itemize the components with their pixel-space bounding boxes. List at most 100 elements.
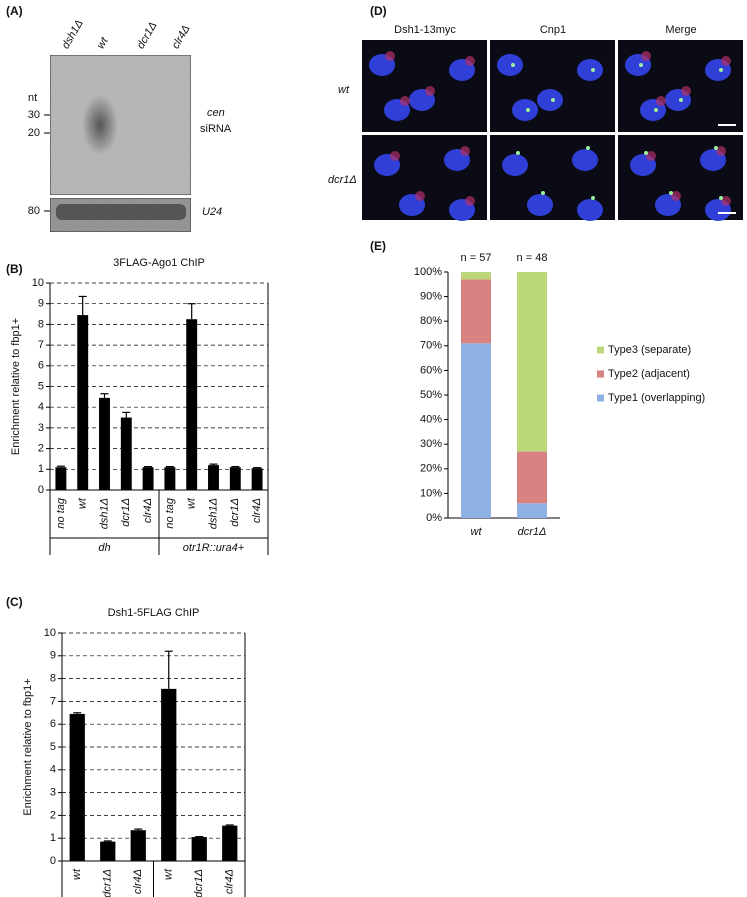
chart-title: Dsh1-5FLAG ChIP	[108, 607, 200, 619]
bar	[164, 467, 176, 490]
y-tick-label: 80%	[420, 315, 442, 327]
y-tick-label: 2	[50, 809, 56, 821]
x-tick-label: wt	[186, 497, 198, 509]
panel-label: (C)	[6, 595, 23, 609]
signal	[541, 191, 545, 195]
signal	[719, 68, 723, 72]
bar	[222, 825, 238, 861]
y-tick-label: 100%	[414, 266, 442, 278]
y-tick-label: 4	[50, 764, 56, 776]
y-tick-label: 8	[50, 673, 56, 685]
y-tick-label: 9	[50, 650, 56, 662]
x-tick-label: wt	[77, 497, 89, 509]
row-label: wt	[338, 84, 350, 96]
x-tick-label: dcr1Δ	[120, 498, 132, 527]
y-tick-label: 20%	[420, 463, 442, 475]
y-tick-label: 50%	[420, 389, 442, 401]
annotation: n = 48	[517, 252, 548, 264]
signal	[400, 96, 410, 106]
x-tick-label: wt	[71, 868, 83, 880]
panel-label: (B)	[6, 262, 23, 276]
panel-label: (D)	[370, 4, 387, 18]
signal	[721, 56, 731, 66]
y-tick-label: 60%	[420, 364, 442, 376]
bar	[229, 467, 241, 490]
signal	[460, 146, 470, 156]
group-label: otr1R::ura4+	[183, 542, 245, 554]
scale-bar	[718, 124, 736, 126]
bar	[120, 417, 132, 490]
y-tick-label: 30%	[420, 438, 442, 450]
bar	[161, 688, 177, 861]
signal	[671, 191, 681, 201]
nucleus	[497, 54, 523, 76]
signal	[669, 191, 673, 195]
y-tick-label: 0%	[426, 512, 442, 524]
signal	[716, 146, 726, 156]
y-tick-label: 8	[38, 318, 44, 330]
column-label: Dsh1-13myc	[394, 24, 456, 36]
signal	[591, 68, 595, 72]
signal	[646, 151, 656, 161]
x-tick-label: dcr1Δ	[518, 526, 547, 538]
bar-segment	[461, 279, 491, 344]
legend-swatch	[597, 370, 604, 378]
y-tick-label: 5	[50, 741, 56, 753]
bar	[191, 837, 207, 861]
signal	[719, 196, 723, 200]
bar-segment	[517, 272, 547, 452]
y-tick-label: 1	[50, 832, 56, 844]
legend-label: Type1 (overlapping)	[608, 392, 705, 404]
legend-swatch	[597, 394, 604, 402]
micrograph	[362, 40, 487, 132]
marker-label: 80	[28, 205, 40, 217]
nucleus	[502, 154, 528, 176]
x-tick-label: clr4Δ	[251, 498, 263, 523]
y-axis-label: Enrichment relative to fbp1+	[22, 678, 34, 815]
lane-label: wt	[95, 35, 111, 51]
signal	[721, 196, 731, 206]
signal	[656, 96, 666, 106]
y-tick-label: 90%	[420, 291, 442, 303]
y-tick-label: 4	[38, 401, 44, 413]
panel-label: (A)	[6, 4, 23, 18]
signal	[465, 196, 475, 206]
signal	[679, 98, 683, 102]
chart-title: 3FLAG-Ago1 ChIP	[113, 257, 205, 269]
signal	[586, 146, 590, 150]
y-tick-label: 7	[38, 339, 44, 351]
annotation: n = 57	[461, 252, 492, 264]
x-tick-label: clr4Δ	[224, 869, 236, 894]
signal	[639, 63, 643, 67]
y-tick-label: 5	[38, 380, 44, 392]
x-tick-label: clr4Δ	[132, 869, 144, 894]
signal	[385, 51, 395, 61]
bar	[186, 319, 198, 490]
y-tick-label: 70%	[420, 340, 442, 352]
signal	[714, 146, 718, 150]
signal	[641, 51, 651, 61]
signal	[415, 191, 425, 201]
nucleus	[577, 59, 603, 81]
bar-segment	[517, 451, 547, 504]
bar	[99, 397, 110, 490]
nucleus	[572, 149, 598, 171]
y-tick-label: 40%	[420, 414, 442, 426]
gel	[49, 54, 192, 196]
nucleus	[512, 99, 538, 121]
gel-band	[56, 204, 186, 220]
nucleus	[577, 199, 603, 221]
scale-bar	[718, 212, 736, 214]
signal	[591, 196, 595, 200]
row-label: dcr1Δ	[328, 174, 357, 186]
bar-segment	[461, 272, 491, 280]
x-tick-label: clr4Δ	[142, 498, 154, 523]
y-tick-label: 2	[38, 443, 44, 455]
column-label: Merge	[665, 24, 696, 36]
bar	[130, 830, 146, 861]
y-tick-label: 3	[50, 787, 56, 799]
y-tick-label: 0	[50, 855, 56, 867]
x-tick-label: dsh1Δ	[98, 498, 110, 529]
signal	[390, 151, 400, 161]
